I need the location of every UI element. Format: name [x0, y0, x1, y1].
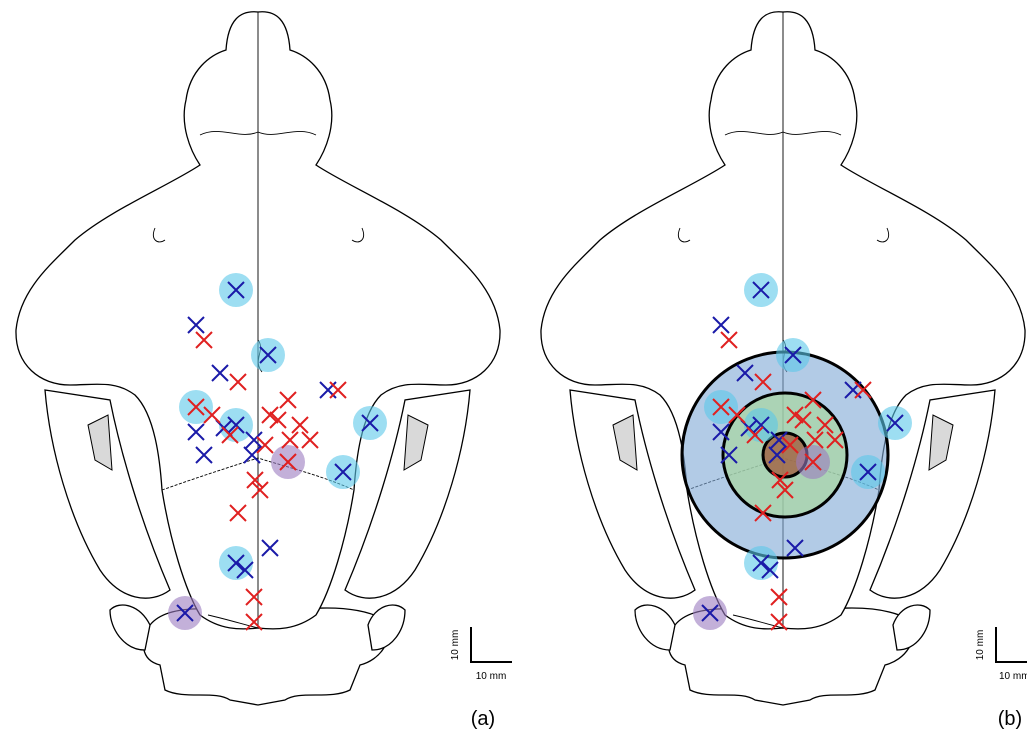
figure: 10 mm 10 mm (a) 10 mm 10 mm (b) — [0, 0, 1027, 733]
scale-bar — [471, 627, 512, 662]
scale-horizontal: 10 mm — [476, 671, 507, 682]
scale-bar — [996, 627, 1027, 662]
scale-vertical: 10 mm — [450, 630, 461, 661]
scale-vertical: 10 mm — [975, 630, 986, 661]
panel-label: (a) — [471, 708, 495, 730]
scale-horizontal: 10 mm — [999, 671, 1027, 682]
panel-label: (b) — [998, 708, 1022, 730]
panel-a: 10 mm 10 mm (a) — [450, 627, 512, 730]
panel-b: 10 mm 10 mm (b) — [975, 627, 1027, 730]
